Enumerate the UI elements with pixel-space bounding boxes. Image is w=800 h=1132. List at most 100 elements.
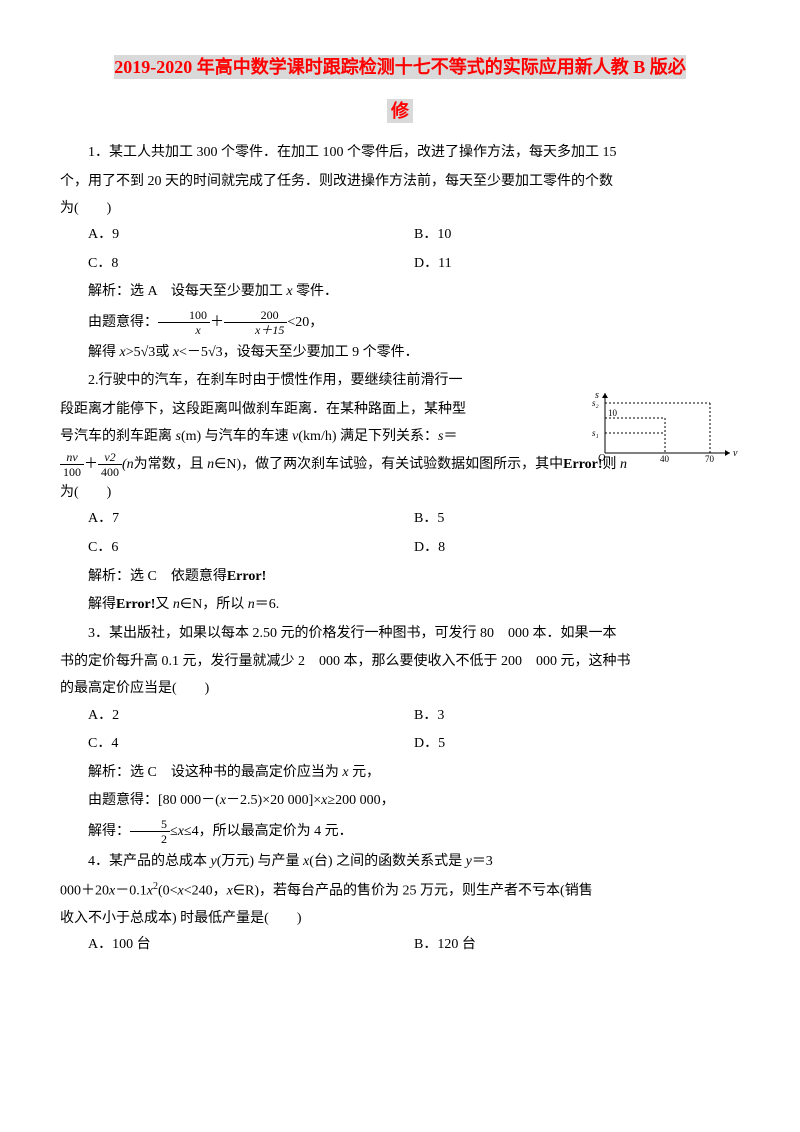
q3-options-row2: C．4 D．5: [88, 731, 740, 758]
q1-sqrt1: √3: [141, 345, 156, 360]
q2-sol2-end: ∈N，所以: [180, 597, 248, 612]
q4-text2-mid3: <240，: [184, 884, 227, 899]
q1-sol3: 解得 x>5√3或 x<－5√3，设每天至少要加工 9 个零件．: [60, 340, 740, 367]
q2-sol2: 解得Error!又 n∈N，所以 n＝6.: [60, 592, 740, 619]
q3-sol1: 解析：选 C 设这种书的最高定价应当为 x 元，: [60, 760, 740, 787]
q2-optD: D．8: [414, 535, 740, 562]
q1-sol1: 解析：选 A 设每天至少要加工 x 零件．: [60, 279, 740, 306]
q3-optD: D．5: [414, 731, 740, 758]
title-line1: 2019-2020 年高中数学课时跟踪检测十七不等式的实际应用新人教 B 版必: [114, 55, 686, 79]
q2-options-row2: C．6 D．8: [88, 535, 740, 562]
q3-sol2-text: 由题意得：[80 000－(: [88, 793, 220, 808]
q2-sol2-mid: 又: [155, 597, 173, 612]
q2-frac2-top: v2: [98, 450, 122, 465]
q2-text3-end: (km/h) 满足下列关系：: [298, 429, 438, 444]
q4-optA: A．100 台: [88, 932, 414, 959]
q3-sol3-le: ≤: [170, 824, 178, 839]
q3-options-row1: A．2 B．3: [88, 703, 740, 730]
q1-sqrt2: √3: [208, 345, 223, 360]
q1-sol2-frac2-top: 200: [224, 308, 287, 323]
q1-sol3-b: >5: [126, 345, 141, 360]
q1-sol1-end: 零件．: [293, 284, 339, 299]
q2-frac1-bot: 100: [60, 465, 84, 479]
title-line2-container: 修: [60, 94, 740, 128]
q2-sol1-err: Error!: [227, 569, 266, 584]
svg-text:10: 10: [608, 408, 618, 418]
q2-text4-end: ∈N)，做了两次刹车试验，有关试验数据如图所示，其中: [214, 457, 563, 472]
q4-optB: B．120 台: [414, 932, 740, 959]
q2-options-row1: A．7 B．5: [88, 506, 740, 533]
svg-text:70: 70: [705, 454, 715, 463]
q4-text1-mid: (万元) 与产量: [217, 854, 303, 869]
svg-text:40: 40: [660, 454, 670, 463]
q4-text2-mid2: (0<: [158, 884, 178, 899]
q2-diagram: s s₂ 10 s₁ O 40 70 v: [590, 388, 740, 463]
q2-frac2: v2400: [98, 450, 122, 480]
q2-text4-mid: 为常数，且: [134, 457, 208, 472]
q4-text2-mid: －0.1: [115, 884, 147, 899]
q1-sol2-frac2: 200x＋15: [224, 308, 287, 338]
q2-optC: C．6: [88, 535, 414, 562]
svg-text:s₁: s₁: [592, 428, 599, 438]
q1-sol2-end: <20，: [287, 315, 323, 330]
q1-text1: 1．某工人共加工 300 个零件．在加工 100 个零件后，改进了操作方法，每天…: [60, 140, 740, 167]
q3-sol2-end: ≥200 000，: [327, 793, 394, 808]
q4-text1-mid2: (台) 之间的函数关系式是: [309, 854, 465, 869]
q1-sol2-frac1: 100x: [158, 308, 210, 338]
q2-text3-eq: ＝: [443, 429, 457, 444]
q2-text5: 为( ): [60, 480, 740, 507]
svg-text:s₂: s₂: [592, 398, 599, 408]
q1-sol3-c: 或: [155, 345, 173, 360]
q3-sol1-text: 解析：选 C 设这种书的最高定价应当为: [88, 765, 342, 780]
q3-sol3-end: ≤4，所以最高定价为 4 元．: [184, 824, 353, 839]
q4-text2-a: 000＋20: [60, 884, 109, 899]
title-line1-container: 2019-2020 年高中数学课时跟踪检测十七不等式的实际应用新人教 B 版必: [60, 50, 740, 84]
q2-sol2-text: 解得: [88, 597, 116, 612]
q2-text4-n: (n: [122, 457, 134, 472]
q4-text1-eq: ＝3: [472, 854, 493, 869]
q1-optA: A．9: [88, 222, 414, 249]
q2-sol2-eq: ＝6.: [255, 597, 280, 612]
q1-optB: B．10: [414, 222, 740, 249]
q2-frac2-bot: 400: [98, 465, 122, 479]
q2-sol2-n: n: [173, 597, 180, 612]
q2-sol2-err: Error!: [116, 597, 155, 612]
q2-sol1-text: 解析：选 C 依题意得: [88, 569, 227, 584]
q2-optB: B．5: [414, 506, 740, 533]
q3-text1: 3．某出版社，如果以每本 2.50 元的价格发行一种图书，可发行 80 000 …: [60, 621, 740, 648]
q1-sol3-d: <－5: [179, 345, 208, 360]
q2-frac1: nv100: [60, 450, 84, 480]
q3-text2: 书的定价每升高 0.1 元，发行量就减少 2 000 本，那么要使收入不低于 2…: [60, 649, 740, 676]
q1-optC: C．8: [88, 251, 414, 278]
q1-sol2-frac2-bot: x＋15: [224, 323, 287, 337]
q1-options-row2: C．8 D．11: [88, 251, 740, 278]
q1-text2: 个，用了不到 20 天的时间就完成了任务．则改进操作方法前，每天至少要加工零件的…: [60, 169, 740, 196]
q1-options-row1: A．9 B．10: [88, 222, 740, 249]
title-line2: 修: [387, 99, 413, 123]
q3-optC: C．4: [88, 731, 414, 758]
q1-sol2-frac1-bot: x: [158, 323, 210, 337]
q3-sol2: 由题意得：[80 000－(x－2.5)×20 000]×x≥200 000，: [60, 788, 740, 815]
q2-sol1: 解析：选 C 依题意得Error!: [60, 564, 740, 591]
q4-text3: 收入不小于总成本) 时最低产量是( ): [60, 906, 740, 933]
q1-optD: D．11: [414, 251, 740, 278]
q2-sol2-n2: n: [248, 597, 255, 612]
svg-text:O: O: [598, 453, 605, 463]
q2-text3-mid: (m) 与汽车的车速: [181, 429, 292, 444]
q2-text4-plus: ＋: [84, 457, 98, 472]
q3-sol3-frac-top: 5: [130, 817, 170, 832]
q3-sol2-mid: －2.5)×20 000]×: [226, 793, 321, 808]
q2-frac1-top: nv: [60, 450, 84, 465]
q3-sol3: 解得：52≤x≤4，所以最高定价为 4 元．: [60, 817, 740, 847]
q3-sol3-text: 解得：: [88, 824, 130, 839]
q3-sol1-end: 元，: [349, 765, 381, 780]
q1-sol3-e: ，设每天至少要加工 9 个零件．: [223, 345, 419, 360]
svg-text:v: v: [733, 448, 738, 459]
q3-text3: 的最高定价应当是( ): [60, 676, 740, 703]
q3-optB: B．3: [414, 703, 740, 730]
q2-text3-a: 号汽车的刹车距离: [60, 429, 176, 444]
q4-text1-a: 4．某产品的总成本: [88, 854, 211, 869]
q1-sol3-a: 解得: [88, 345, 120, 360]
q1-sol2: 由题意得：100x＋200x＋15<20，: [60, 308, 740, 338]
q3-sol3-frac: 52: [130, 817, 170, 847]
